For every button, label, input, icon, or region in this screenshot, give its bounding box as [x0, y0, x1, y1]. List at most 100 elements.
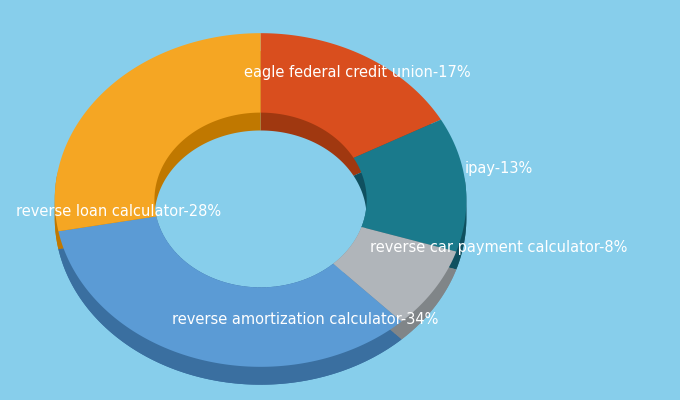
Polygon shape: [338, 259, 339, 277]
Polygon shape: [337, 260, 338, 278]
Polygon shape: [58, 234, 401, 385]
Polygon shape: [263, 366, 272, 385]
Polygon shape: [388, 326, 395, 349]
Polygon shape: [429, 294, 430, 314]
Polygon shape: [267, 287, 271, 305]
Polygon shape: [131, 329, 137, 352]
Polygon shape: [237, 366, 245, 384]
Polygon shape: [289, 283, 294, 301]
Polygon shape: [401, 320, 403, 340]
Polygon shape: [184, 355, 192, 375]
Polygon shape: [418, 307, 419, 326]
Polygon shape: [340, 257, 341, 275]
Polygon shape: [172, 248, 175, 269]
Polygon shape: [158, 224, 160, 245]
Polygon shape: [435, 287, 436, 306]
Polygon shape: [58, 216, 401, 367]
Polygon shape: [441, 278, 442, 298]
Polygon shape: [436, 286, 437, 305]
Polygon shape: [342, 255, 343, 273]
Polygon shape: [205, 274, 209, 294]
Polygon shape: [230, 284, 235, 302]
Polygon shape: [458, 244, 459, 264]
Polygon shape: [311, 275, 315, 293]
Polygon shape: [180, 257, 184, 278]
Polygon shape: [248, 287, 253, 305]
Polygon shape: [350, 347, 358, 368]
Polygon shape: [156, 216, 157, 238]
Polygon shape: [254, 367, 263, 385]
Polygon shape: [325, 356, 333, 376]
Polygon shape: [432, 290, 434, 310]
Polygon shape: [440, 280, 441, 299]
Polygon shape: [68, 259, 71, 284]
Polygon shape: [294, 282, 298, 300]
Polygon shape: [415, 309, 416, 328]
Polygon shape: [395, 322, 401, 344]
Polygon shape: [411, 313, 412, 332]
Polygon shape: [157, 220, 158, 242]
Polygon shape: [280, 285, 285, 303]
Polygon shape: [403, 319, 405, 338]
Polygon shape: [298, 280, 303, 298]
Polygon shape: [217, 280, 221, 299]
Polygon shape: [437, 284, 438, 304]
Polygon shape: [299, 362, 307, 382]
Polygon shape: [443, 275, 444, 295]
Polygon shape: [447, 269, 448, 288]
Polygon shape: [453, 258, 454, 278]
Polygon shape: [257, 287, 262, 305]
Polygon shape: [452, 260, 453, 279]
Polygon shape: [227, 365, 237, 384]
Polygon shape: [341, 350, 350, 371]
Polygon shape: [54, 51, 260, 249]
Polygon shape: [455, 253, 456, 273]
Polygon shape: [221, 281, 226, 300]
Polygon shape: [322, 269, 326, 286]
Polygon shape: [405, 318, 406, 337]
Polygon shape: [459, 241, 460, 262]
Polygon shape: [192, 358, 201, 378]
Polygon shape: [381, 331, 388, 353]
Polygon shape: [272, 366, 281, 384]
Polygon shape: [94, 298, 99, 321]
Polygon shape: [152, 342, 160, 364]
Polygon shape: [420, 304, 422, 323]
Polygon shape: [175, 251, 177, 272]
Polygon shape: [56, 220, 57, 243]
Polygon shape: [226, 282, 230, 302]
Polygon shape: [275, 286, 280, 304]
Polygon shape: [424, 300, 425, 319]
Polygon shape: [193, 268, 197, 288]
Polygon shape: [333, 245, 456, 340]
Polygon shape: [461, 236, 462, 256]
Polygon shape: [165, 238, 167, 259]
Text: reverse car payment calculator-8%: reverse car payment calculator-8%: [370, 240, 627, 255]
Polygon shape: [88, 292, 94, 316]
Polygon shape: [201, 360, 210, 380]
Polygon shape: [137, 334, 145, 356]
Polygon shape: [354, 138, 466, 270]
Polygon shape: [160, 346, 168, 367]
Polygon shape: [334, 262, 335, 280]
Polygon shape: [117, 320, 124, 342]
Polygon shape: [442, 277, 443, 296]
Polygon shape: [307, 277, 311, 295]
Polygon shape: [56, 172, 58, 196]
Polygon shape: [80, 279, 84, 303]
Polygon shape: [333, 263, 334, 281]
Polygon shape: [75, 272, 80, 297]
Polygon shape: [341, 256, 342, 274]
Polygon shape: [145, 338, 152, 360]
Polygon shape: [330, 264, 333, 282]
Polygon shape: [54, 33, 260, 231]
Polygon shape: [290, 364, 299, 383]
Polygon shape: [303, 279, 307, 297]
Polygon shape: [262, 287, 267, 305]
Polygon shape: [425, 298, 426, 318]
Polygon shape: [58, 231, 61, 256]
Polygon shape: [243, 286, 248, 305]
Polygon shape: [413, 310, 415, 330]
Polygon shape: [160, 228, 161, 249]
Polygon shape: [373, 336, 381, 358]
